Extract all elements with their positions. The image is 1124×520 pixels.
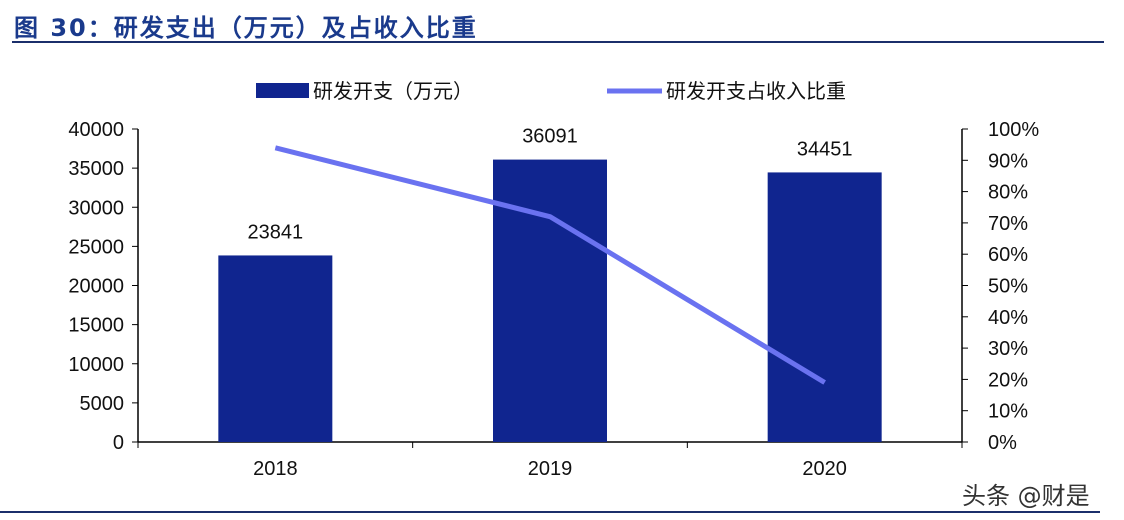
- right-tick-label: 30%: [988, 338, 1028, 360]
- bar-2020: [767, 172, 882, 442]
- left-tick-label: 40000: [68, 119, 124, 141]
- left-tick-label: 0: [113, 432, 124, 454]
- right-tick-label: 70%: [988, 213, 1028, 235]
- legend-bar-label: 研发开支（万元）: [313, 80, 473, 103]
- right-tick-label: 20%: [988, 369, 1028, 391]
- legend-bar-swatch: [256, 83, 309, 98]
- footer-divider: [0, 511, 1100, 513]
- right-tick-label: 50%: [988, 276, 1028, 298]
- bar-2019: [493, 159, 607, 442]
- right-tick-label: 90%: [988, 150, 1028, 172]
- x-tick-label: 2020: [802, 458, 847, 480]
- right-tick-label: 40%: [988, 307, 1028, 329]
- right-tick-label: 10%: [988, 401, 1028, 423]
- left-tick-label: 30000: [68, 197, 124, 219]
- right-tick-label: 100%: [988, 119, 1039, 141]
- legend-line-label: 研发开支占收入比重: [666, 80, 846, 103]
- bar-data-label: 23841: [248, 221, 304, 243]
- right-tick-label: 60%: [988, 244, 1028, 266]
- chart-title: 图 30：研发支出（万元）及占收入比重: [14, 14, 478, 42]
- left-tick-label: 35000: [68, 158, 124, 180]
- x-tick-label: 2019: [528, 458, 573, 480]
- left-tick-label: 5000: [80, 393, 125, 415]
- watermark: 头条 @财是: [962, 482, 1090, 510]
- left-tick-label: 25000: [68, 236, 124, 258]
- bar-2018: [218, 255, 333, 442]
- bar-data-label: 34451: [797, 138, 853, 160]
- bar-data-label: 36091: [522, 126, 578, 148]
- left-tick-label: 20000: [68, 276, 124, 298]
- left-tick-label: 10000: [68, 354, 124, 376]
- title-divider: [12, 41, 1104, 43]
- right-tick-label: 80%: [988, 182, 1028, 204]
- x-tick-label: 2018: [253, 458, 298, 480]
- right-tick-label: 0%: [988, 432, 1017, 454]
- left-tick-label: 15000: [68, 315, 124, 337]
